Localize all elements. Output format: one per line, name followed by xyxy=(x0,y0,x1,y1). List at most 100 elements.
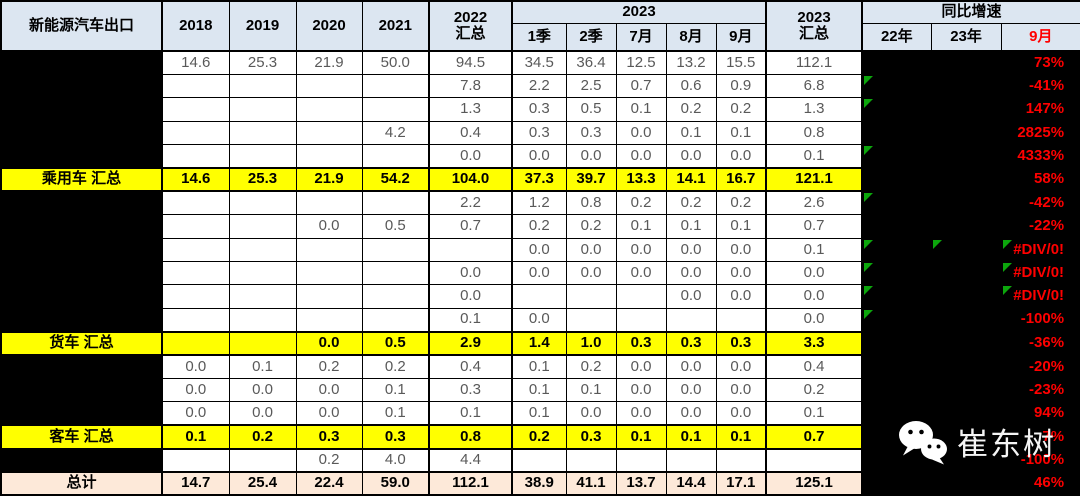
growth-23-cell xyxy=(930,424,1002,450)
growth-sep-cell: #DIV/0! xyxy=(1000,284,1080,309)
growth-sep-cell: 2825% xyxy=(1000,120,1080,146)
value-cell: 14.7 xyxy=(161,471,230,496)
value-cell xyxy=(295,144,363,169)
value-cell: 0.0 xyxy=(161,401,230,426)
value-cell xyxy=(361,190,430,216)
col-header-growth-22: 22年 xyxy=(861,22,932,52)
table-row: 0.1 0.0 0.0 -100% xyxy=(0,307,1080,333)
value-cell: 0.2 xyxy=(765,377,864,403)
value-cell: 17.1 xyxy=(715,471,768,496)
col-header-2023-total: 2023 汇总 xyxy=(765,0,864,52)
col-header-2022-total: 2022 汇总 xyxy=(428,0,513,52)
row-label xyxy=(0,284,163,309)
value-cell: 50.0 xyxy=(361,50,430,75)
value-cell: 0.0 xyxy=(565,261,617,286)
row-label: 乘用车 汇总 xyxy=(0,166,163,193)
value-cell xyxy=(615,448,667,473)
value-cell: 38.9 xyxy=(511,471,567,496)
table-row: 7.8 2.2 2.5 0.7 0.6 0.9 6.8 -41% xyxy=(0,73,1080,99)
value-cell: 1.0 xyxy=(565,330,617,357)
value-cell: 0.0 xyxy=(511,307,567,333)
value-cell: 0.1 xyxy=(765,401,864,426)
col-header-growth-sep: 9月 xyxy=(1000,22,1080,52)
value-cell xyxy=(228,144,297,169)
growth-23-cell xyxy=(930,166,1002,193)
growth-sep-cell: -36% xyxy=(1000,330,1080,357)
table-row: 0.0 0.0 0.0 0.0 #DIV/0! xyxy=(0,284,1080,309)
growth-22-cell xyxy=(861,307,932,333)
growth-22-cell xyxy=(861,424,932,450)
value-cell xyxy=(665,448,717,473)
value-cell: 0.0 xyxy=(161,377,230,403)
row-label xyxy=(0,237,163,263)
value-cell: 4.4 xyxy=(428,448,513,473)
growth-23-cell xyxy=(930,377,1002,403)
value-cell: 0.1 xyxy=(665,424,717,450)
value-cell: 0.8 xyxy=(428,424,513,450)
growth-22-cell xyxy=(861,377,932,403)
growth-sep-cell: 94% xyxy=(1000,401,1080,426)
growth-23-cell xyxy=(930,190,1002,216)
col-header-q2: 2季 xyxy=(565,22,617,52)
value-cell xyxy=(615,284,667,309)
value-cell: 14.4 xyxy=(665,471,717,496)
group-header-yoy-growth: 同比增速 xyxy=(861,0,1080,24)
growth-22-cell xyxy=(861,330,932,357)
value-cell: 0.2 xyxy=(361,354,430,379)
value-cell: 0.0 xyxy=(765,284,864,309)
growth-sep-cell: 147% xyxy=(1000,97,1080,122)
value-cell: 0.2 xyxy=(665,97,717,122)
value-cell xyxy=(295,120,363,146)
growth-22-cell xyxy=(861,50,932,75)
value-cell: 112.1 xyxy=(765,50,864,75)
value-cell: 0.1 xyxy=(228,354,297,379)
value-cell: 0.0 xyxy=(715,377,768,403)
value-cell: 4.2 xyxy=(361,120,430,146)
value-cell: 0.0 xyxy=(295,214,363,239)
growth-sep-cell: 58% xyxy=(1000,166,1080,193)
growth-23-cell xyxy=(930,144,1002,169)
value-cell: 0.0 xyxy=(565,401,617,426)
growth-22-cell xyxy=(861,144,932,169)
growth-sep-cell: 73% xyxy=(1000,50,1080,75)
value-cell: 0.1 xyxy=(715,120,768,146)
value-cell: 0.4 xyxy=(428,354,513,379)
value-cell: 0.0 xyxy=(715,261,768,286)
value-cell: 0.0 xyxy=(295,330,363,357)
growth-22-cell xyxy=(861,166,932,193)
value-cell: 0.0 xyxy=(715,237,768,263)
value-cell: 0.2 xyxy=(295,448,363,473)
value-cell: 0.3 xyxy=(295,424,363,450)
table-row: 0.0 0.5 0.7 0.2 0.2 0.1 0.1 0.1 0.7 -22% xyxy=(0,214,1080,239)
value-cell: 0.3 xyxy=(511,120,567,146)
col-header-2022-line2: 汇总 xyxy=(455,25,486,42)
growth-23-cell xyxy=(930,120,1002,146)
value-cell xyxy=(765,448,864,473)
row-label xyxy=(0,50,163,75)
value-cell: 0.0 xyxy=(665,261,717,286)
value-cell xyxy=(295,73,363,99)
row-label xyxy=(0,144,163,169)
value-cell: 0.0 xyxy=(715,284,768,309)
value-cell: 3.3 xyxy=(765,330,864,357)
value-cell: 0.3 xyxy=(715,330,768,357)
value-cell: 0.1 xyxy=(715,424,768,450)
table-row: 0.0 0.0 0.0 0.0 0.0 0.0 0.1 4333% xyxy=(0,144,1080,169)
table-row: 0.0 0.1 0.2 0.2 0.4 0.1 0.2 0.0 0.0 0.0 0.4 -20% xyxy=(0,354,1080,379)
value-cell: 0.8 xyxy=(765,120,864,146)
value-cell xyxy=(228,190,297,216)
value-cell: 0.0 xyxy=(665,237,717,263)
value-cell: 59.0 xyxy=(361,471,430,496)
value-cell: 0.0 xyxy=(615,377,667,403)
value-cell: 0.0 xyxy=(665,284,717,309)
growth-sep-cell: #DIV/0! xyxy=(1000,261,1080,286)
value-cell: 0.0 xyxy=(665,401,717,426)
value-cell xyxy=(615,307,667,333)
growth-sep-cell: -42% xyxy=(1000,190,1080,216)
value-cell: 0.1 xyxy=(565,377,617,403)
growth-23-cell xyxy=(930,97,1002,122)
value-cell: 0.0 xyxy=(161,354,230,379)
value-cell xyxy=(161,214,230,239)
growth-sep-cell: 7% xyxy=(1000,424,1080,450)
